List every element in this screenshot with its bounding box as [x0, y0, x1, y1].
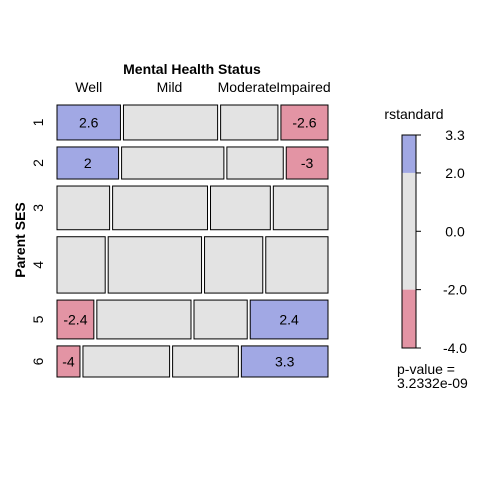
- legend: rstandard 3.3 2.0 0.0 -2.0 -4.0 p-value = 3.…: [384, 106, 468, 391]
- row-label: 4: [30, 261, 46, 269]
- column-label: Well: [75, 79, 102, 95]
- column-label: Moderate: [218, 79, 277, 95]
- legend-title: rstandard: [384, 106, 443, 122]
- mosaic-cell: [193, 299, 248, 340]
- row-label: 3: [30, 204, 46, 212]
- mosaic-cell: [249, 299, 329, 340]
- mosaic-cell: [272, 185, 329, 231]
- legend-band: [402, 135, 416, 173]
- mosaic-cell: [122, 104, 219, 141]
- legend-band: [402, 289, 416, 348]
- mosaic-cell: [285, 146, 329, 180]
- residual-label: -2.6: [292, 114, 316, 130]
- row-labels: 1 2 3 4 5 6: [30, 118, 46, 365]
- mosaic-cell: [204, 236, 264, 294]
- mosaic-cells: 2.6 -2.6 2 -3 -2.4 2.4 -4 3.3: [56, 104, 329, 378]
- mosaic-cell: [220, 104, 279, 141]
- p-value-label: p-value =: [397, 361, 455, 377]
- column-label: Impaired: [276, 79, 330, 95]
- legend-tick-label: 0.0: [445, 223, 465, 239]
- legend-ticks: 3.3 2.0 0.0 -2.0 -4.0: [416, 127, 467, 356]
- residual-label: 2.6: [79, 114, 99, 130]
- residual-label: -4: [62, 353, 75, 369]
- residual-label: -2.4: [63, 311, 87, 327]
- residual-label: 3.3: [275, 353, 295, 369]
- column-labels: Well Mild Moderate Impaired: [75, 79, 330, 95]
- legend-color-bar: [401, 134, 417, 349]
- legend-tick-label: -4.0: [443, 340, 467, 356]
- mosaic-cell: [56, 236, 106, 294]
- mosaic-cell: [240, 345, 329, 378]
- legend-band: [402, 172, 416, 290]
- y-axis-title: Parent SES: [12, 202, 28, 277]
- residual-label: 2: [84, 155, 92, 171]
- mosaic-cell: [56, 345, 81, 378]
- legend-tick-label: -2.0: [443, 282, 467, 298]
- residual-label: -3: [301, 155, 314, 171]
- row-label: 2: [30, 159, 46, 167]
- mosaic-cell: [96, 299, 192, 340]
- row-label: 5: [30, 315, 46, 323]
- p-value: 3.2332e-09: [397, 375, 468, 391]
- residual-label: 2.4: [279, 311, 299, 327]
- legend-bar-outline: [401, 134, 417, 349]
- mosaic-cell: [265, 236, 329, 294]
- row-label: 1: [30, 118, 46, 126]
- mosaic-cell: [56, 299, 95, 340]
- mosaic-cell: [226, 146, 284, 180]
- mosaic-cell: [210, 185, 271, 231]
- mosaic-cell: [82, 345, 171, 378]
- row-label: 6: [30, 357, 46, 365]
- mosaic-cell: [56, 104, 121, 141]
- column-label: Mild: [157, 79, 183, 95]
- legend-tick-label: 2.0: [445, 165, 465, 181]
- mosaic-cell: [107, 236, 203, 294]
- mosaic-cell: [56, 185, 111, 231]
- mosaic-cell: [56, 146, 120, 180]
- mosaic-cell: [280, 104, 329, 141]
- legend-tick-label: 3.3: [445, 127, 465, 143]
- mosaic-cell: [172, 345, 239, 378]
- chart-title: Mental Health Status: [123, 61, 261, 77]
- mosaic-cell: [121, 146, 225, 180]
- mosaic-cell: [112, 185, 209, 231]
